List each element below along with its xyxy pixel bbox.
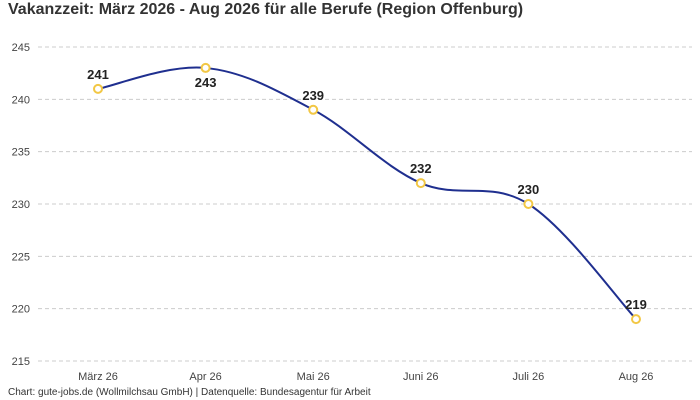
y-tick-label: 225 xyxy=(12,251,30,263)
data-point xyxy=(523,199,534,209)
x-tick-label: Juni 26 xyxy=(403,371,438,383)
data-label: 219 xyxy=(625,297,647,312)
x-tick-label: Aug 26 xyxy=(619,371,654,383)
x-tick-label: Apr 26 xyxy=(189,371,221,383)
data-label: 241 xyxy=(87,67,109,82)
series-line xyxy=(97,66,637,320)
data-point xyxy=(93,83,103,94)
gridlines xyxy=(38,46,692,362)
x-tick-label: Juli 26 xyxy=(513,371,545,383)
y-tick-label: 240 xyxy=(12,94,30,106)
data-labels: 241 243 239 232 230 219 xyxy=(87,67,647,312)
data-point xyxy=(415,178,426,189)
data-point xyxy=(200,62,211,73)
x-tick-label: Mai 26 xyxy=(297,371,330,383)
data-label: 243 xyxy=(195,75,217,90)
y-tick-label: 215 xyxy=(12,356,30,368)
x-tick-label: März 26 xyxy=(78,371,118,383)
y-tick-label: 220 xyxy=(12,304,30,316)
y-tick-label: 230 xyxy=(12,199,30,211)
chart-title: Vakanzzeit: März 2026 - Aug 2026 für all… xyxy=(8,1,524,18)
chart-footer: Chart: gute-jobs.de (Wollmilchsau GmbH) … xyxy=(8,387,371,398)
y-tick-label: 235 xyxy=(12,147,30,159)
data-point xyxy=(631,314,641,325)
y-axis: 215 220 225 230 235 240 245 xyxy=(12,42,30,368)
y-tick-label: 245 xyxy=(12,42,30,54)
data-point xyxy=(308,104,319,115)
data-label: 230 xyxy=(518,182,540,197)
data-markers xyxy=(93,62,641,325)
data-label: 232 xyxy=(410,161,432,176)
x-axis: März 26 Apr 26 Mai 26 Juni 26 Juli 26 Aug 26 xyxy=(78,371,653,383)
data-label: 239 xyxy=(302,88,324,103)
